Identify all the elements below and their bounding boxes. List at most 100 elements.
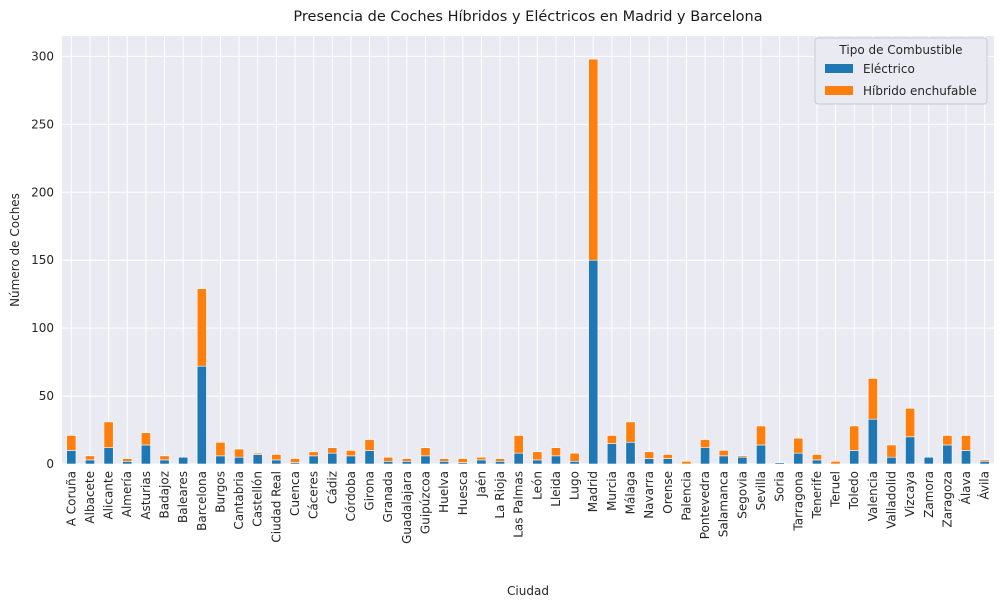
x-tick-label: Cáceres — [307, 471, 321, 519]
x-tick-label: Valladolid — [884, 471, 898, 529]
bar-electrico — [942, 444, 953, 465]
bar-hibrido — [830, 460, 841, 465]
bar-electrico — [644, 458, 655, 465]
bar-hibrido — [700, 439, 711, 448]
bar-hibrido — [159, 455, 170, 461]
bar-electrico — [122, 460, 133, 465]
bar-hibrido — [532, 451, 543, 461]
bar-electrico — [662, 458, 673, 465]
x-tick-label: Alicante — [102, 471, 116, 520]
bar-electrico — [532, 459, 543, 465]
x-tick-label: Salamanca — [717, 471, 731, 537]
x-tick-label: Málaga — [624, 471, 638, 514]
x-tick-label: La Rioja — [493, 471, 507, 519]
bar-hibrido — [457, 458, 468, 463]
bar-electrico — [178, 456, 189, 465]
bar-electrico — [159, 459, 170, 465]
x-tick-label: Ávila — [977, 471, 992, 500]
bar-hibrido — [550, 447, 561, 457]
bar-hibrido — [644, 451, 655, 459]
bar-electrico — [756, 444, 766, 465]
bar-hibrido — [66, 435, 77, 451]
bar-hibrido — [364, 439, 375, 451]
x-tick-label: Navarra — [642, 471, 656, 519]
bar-hibrido — [718, 450, 729, 457]
x-tick-label: Cuenca — [288, 471, 302, 516]
bar-hibrido — [979, 459, 990, 462]
bar-hibrido — [122, 458, 133, 462]
bar-electrico — [886, 456, 897, 465]
x-axis-label: Ciudad — [507, 584, 549, 598]
plot-area — [62, 36, 994, 464]
bar-electrico — [66, 450, 77, 465]
x-tick-label: Ciudad Real — [269, 471, 283, 543]
y-tick-label: 0 — [46, 457, 54, 471]
bar-hibrido — [662, 454, 673, 459]
bar-hibrido — [625, 421, 636, 443]
bar-electrico — [569, 460, 580, 465]
bar-electrico — [961, 450, 972, 465]
bar-hibrido — [290, 458, 300, 463]
bar-hibrido — [513, 435, 524, 454]
bar-hibrido — [681, 460, 692, 465]
bar-electrico — [85, 459, 95, 465]
x-tick-label: Lugo — [568, 471, 582, 500]
bar-hibrido — [569, 452, 580, 462]
x-tick-label: Madrid — [586, 471, 600, 512]
x-tick-labels: A Coruña Albacete Alicante Almería Asturias B… — [64, 471, 991, 544]
x-tick-label: Guipúzcoa — [418, 471, 432, 534]
bar-hibrido — [140, 432, 151, 446]
x-tick-label: Palencia — [679, 471, 693, 521]
x-tick-label: Lleida — [549, 471, 563, 507]
y-tick-label: 250 — [31, 117, 54, 131]
bar-hibrido — [793, 437, 804, 454]
x-tick-label: Pontevedra — [698, 471, 712, 539]
bar-electrico — [252, 454, 263, 465]
x-tick-label: Burgos — [213, 471, 227, 513]
legend-label-hibrido: Híbrido enchufable — [863, 84, 977, 98]
bar-electrico — [271, 459, 282, 465]
x-tick-label: Huelva — [437, 471, 451, 513]
bar-electrico — [196, 365, 207, 465]
bar-electrico — [737, 456, 748, 465]
bar-hibrido — [420, 447, 431, 457]
bar-hibrido — [942, 435, 953, 446]
x-tick-label: Barcelona — [195, 471, 209, 531]
bar-electrico — [979, 460, 990, 465]
bar-electrico — [476, 459, 487, 465]
bar-electrico — [420, 455, 431, 465]
bar-electrico — [774, 462, 785, 465]
x-tick-label: León — [530, 471, 544, 500]
y-tick-label: 300 — [31, 49, 54, 63]
y-tick-label: 100 — [31, 321, 54, 335]
bar-electrico — [513, 452, 524, 465]
y-tick-label: 150 — [31, 253, 54, 267]
x-tick-label: Jaén — [474, 471, 488, 498]
x-tick-label: Córdoba — [344, 471, 358, 521]
bar-electrico — [383, 460, 394, 465]
bar-hibrido — [867, 378, 878, 420]
x-tick-label: Almería — [120, 471, 134, 517]
bar-electrico — [625, 441, 636, 465]
bar-electrico — [327, 452, 338, 465]
x-tick-label: Segovia — [735, 471, 749, 519]
bar-electrico — [811, 459, 822, 465]
x-tick-label: Sevilla — [754, 471, 768, 510]
bar-hibrido — [606, 435, 617, 444]
bar-hibrido — [345, 450, 356, 457]
bar-hibrido — [196, 288, 207, 367]
x-tick-label: Huesca — [456, 471, 470, 515]
y-tick-label: 200 — [31, 185, 54, 199]
bar-hibrido — [215, 441, 226, 457]
bar-electrico — [234, 456, 245, 465]
bar-hibrido — [961, 435, 972, 451]
bar-electrico — [495, 460, 506, 465]
legend-box — [814, 37, 988, 105]
x-tick-label: Zaragoza — [940, 471, 954, 527]
bar-hibrido — [308, 451, 319, 457]
bar-hibrido — [327, 447, 338, 454]
x-tick-label: Álava — [958, 471, 973, 504]
x-tick-label: Zamora — [922, 471, 936, 518]
